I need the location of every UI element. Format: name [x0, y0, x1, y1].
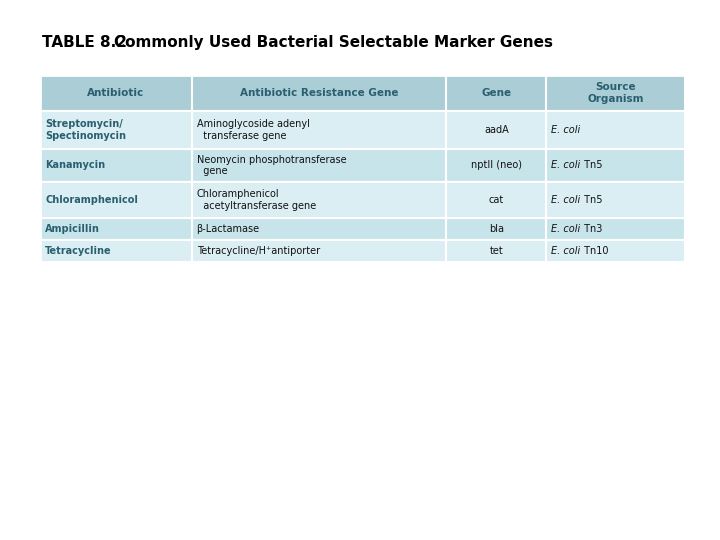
Text: tet: tet [490, 246, 503, 256]
Text: Streptomycin/
Spectinomycin: Streptomycin/ Spectinomycin [45, 119, 126, 141]
Bar [40, 182, 685, 218]
Text: nptII (neo): nptII (neo) [471, 160, 522, 171]
Bar [40, 111, 685, 149]
Text: Gene: Gene [481, 88, 511, 98]
Text: Tn5: Tn5 [580, 195, 602, 205]
Text: TABLE 8.2: TABLE 8.2 [42, 35, 127, 50]
Text: Kanamycin: Kanamycin [45, 160, 105, 171]
Text: Chloramphenicol: Chloramphenicol [45, 195, 138, 205]
Text: Source
Organism: Source Organism [588, 82, 644, 104]
Bar [40, 240, 685, 262]
Text: Antibiotic Resistance Gene: Antibiotic Resistance Gene [240, 88, 398, 98]
Bar [40, 75, 685, 111]
Text: Aminoglycoside adenyl
  transferase gene: Aminoglycoside adenyl transferase gene [197, 119, 310, 141]
Bar [40, 75, 685, 262]
Text: β-Lactamase: β-Lactamase [197, 224, 260, 234]
Text: E. coli: E. coli [552, 125, 580, 135]
Bar [40, 218, 685, 240]
Text: Tn10: Tn10 [580, 246, 608, 256]
Text: Antibiotic: Antibiotic [87, 88, 145, 98]
Text: cat: cat [489, 195, 504, 205]
Text: Commonly Used Bacterial Selectable Marker Genes: Commonly Used Bacterial Selectable Marke… [114, 35, 553, 50]
Text: Ampicillin: Ampicillin [45, 224, 100, 234]
Text: bla: bla [489, 224, 504, 234]
Bar [40, 149, 685, 182]
Text: Neomycin phosphotransferase
  gene: Neomycin phosphotransferase gene [197, 154, 346, 176]
Text: E. coli: E. coli [552, 246, 580, 256]
Text: Tn5: Tn5 [580, 160, 602, 171]
Text: E. coli: E. coli [552, 195, 580, 205]
Text: Chloramphenicol
  acetyltransferase gene: Chloramphenicol acetyltransferase gene [197, 189, 316, 211]
Text: aadA: aadA [484, 125, 509, 135]
Text: Tetracycline: Tetracycline [45, 246, 112, 256]
Text: E. coli: E. coli [552, 224, 580, 234]
Text: Tetracycline/H⁺antiporter: Tetracycline/H⁺antiporter [197, 246, 320, 256]
Text: E. coli: E. coli [552, 160, 580, 171]
Text: Tn3: Tn3 [580, 224, 602, 234]
